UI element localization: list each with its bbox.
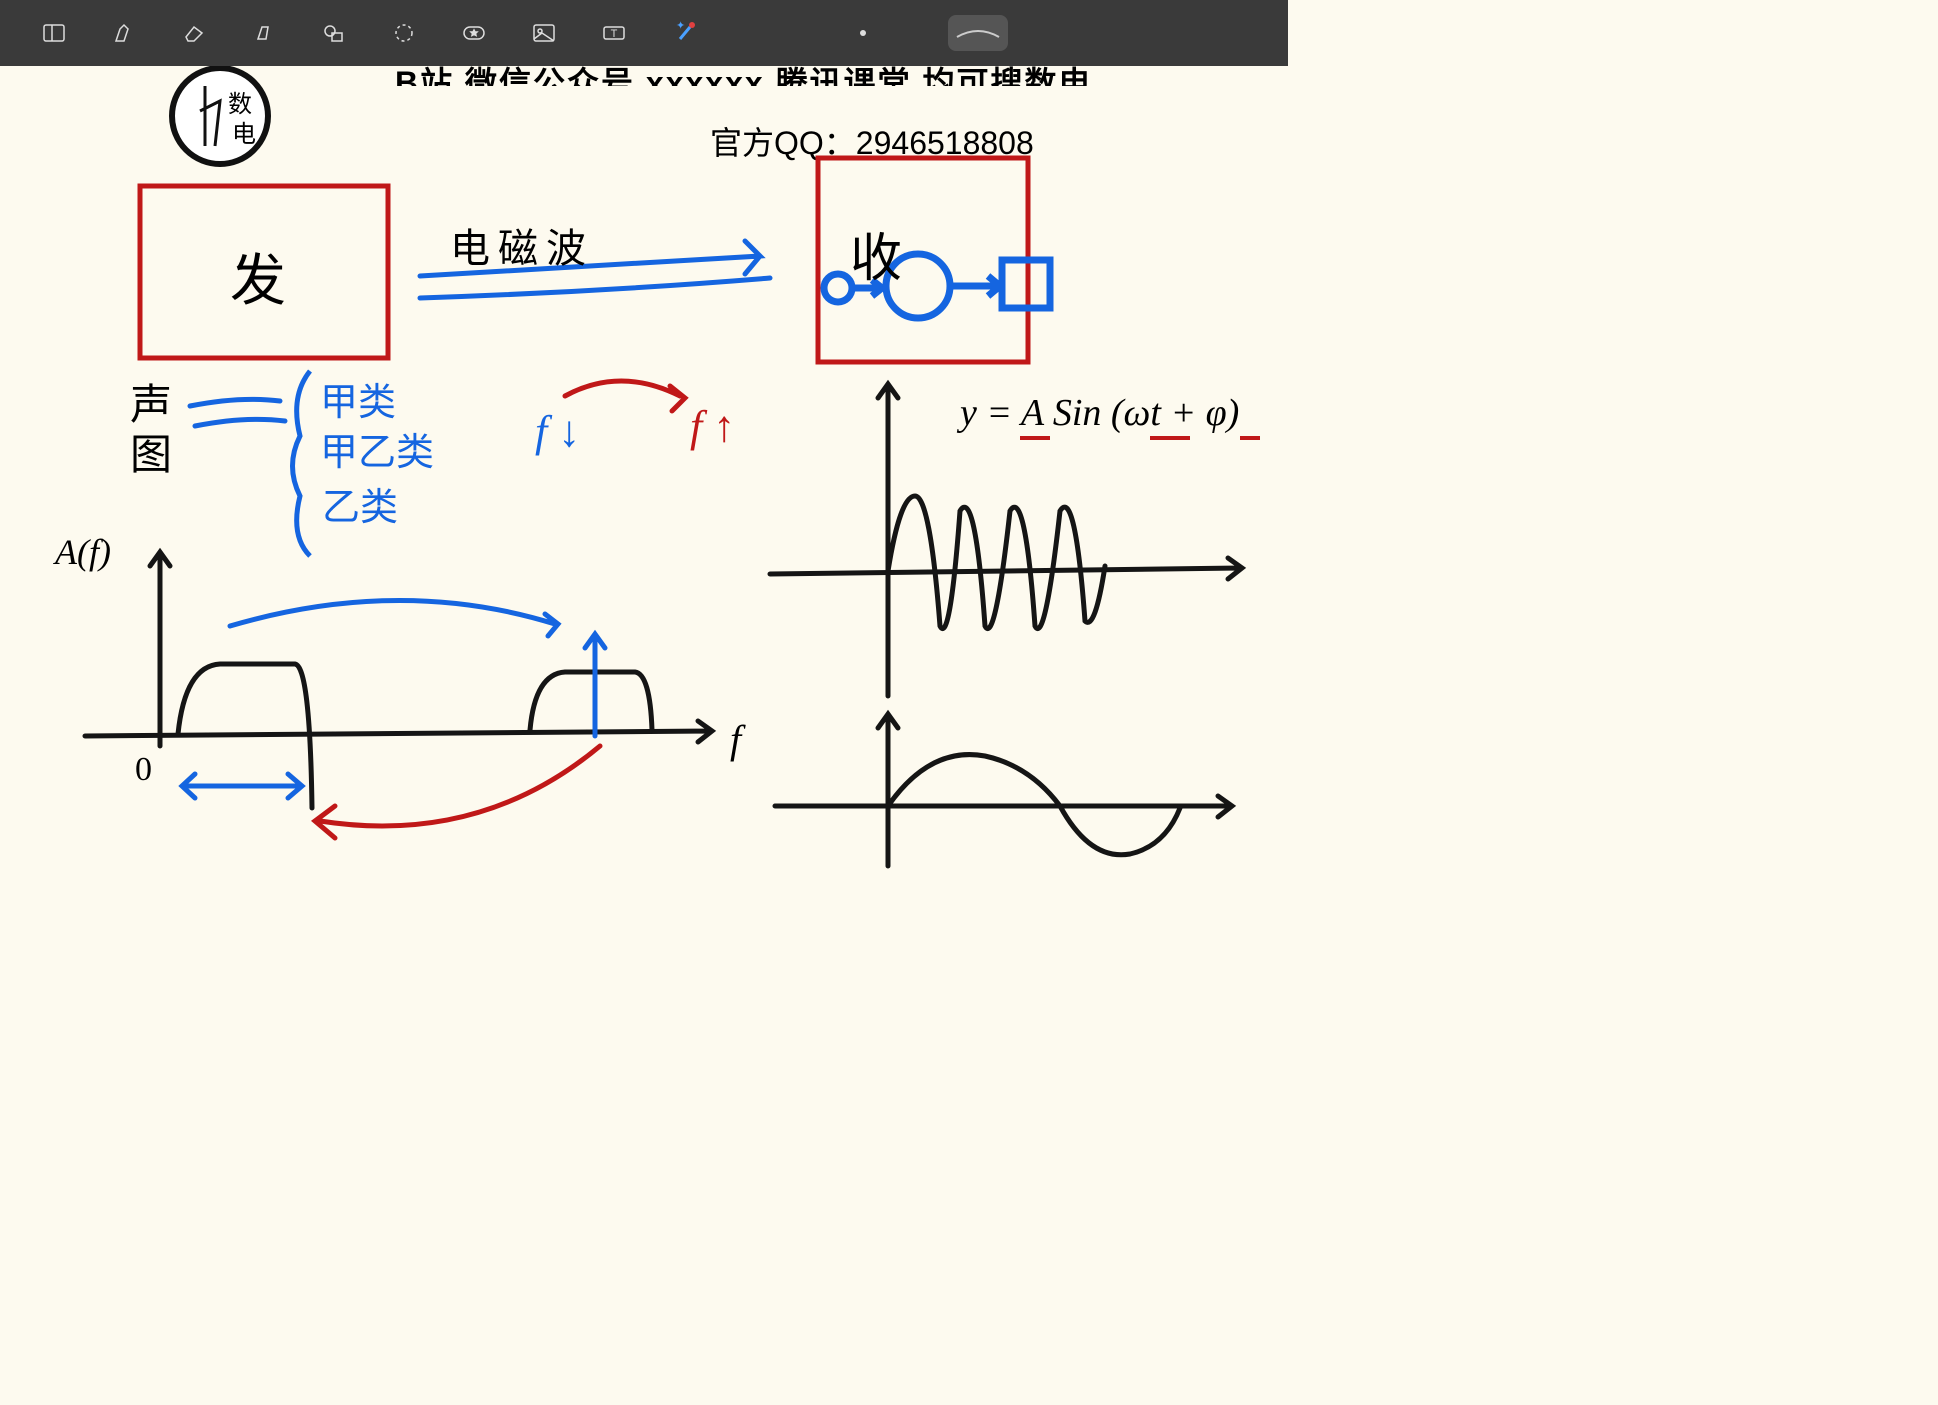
bracket-2: 甲乙类 (320, 421, 434, 476)
svg-text:T: T (611, 28, 618, 40)
single-wave (775, 714, 1232, 866)
text-box-icon[interactable]: T (600, 19, 628, 47)
shapes-icon[interactable] (320, 19, 348, 47)
bracket-3: 乙类 (322, 476, 398, 531)
pen-icon[interactable] (110, 19, 138, 47)
lasso-icon[interactable] (390, 19, 418, 47)
send-label: 发 (230, 236, 286, 317)
eraser-icon[interactable] (180, 19, 208, 47)
star-box-icon[interactable] (460, 19, 488, 47)
highlighter-icon[interactable] (250, 19, 278, 47)
toolbar: T ✦ (0, 0, 1288, 66)
image-icon[interactable] (530, 19, 558, 47)
red-freq-arrow (565, 381, 685, 411)
spectrum-red-arrow (315, 746, 600, 838)
drawing-layer (0, 66, 1288, 934)
axis-y-label: A(f) (55, 531, 111, 573)
axis-x-label: f (730, 716, 741, 763)
brush-preview[interactable] (948, 15, 1008, 51)
magic-wand-icon[interactable]: ✦ (670, 19, 698, 47)
sound-label-bottom: 图 (130, 421, 172, 482)
spectrum-blue (182, 600, 605, 798)
equation: y = A Sin (ωt + φ) (960, 391, 1239, 435)
color-dot[interactable] (860, 30, 866, 36)
panel-icon[interactable] (40, 19, 68, 47)
bracket-1: 甲类 (320, 371, 396, 426)
spectrum-graph (85, 552, 712, 808)
freq-down: f ↓ (535, 406, 580, 457)
recv-label: 收 (850, 216, 902, 291)
bracket (293, 371, 311, 556)
canvas: 数 电 B站 微信公众号 xxxxxx 腾讯课堂 均可搜数电 官方QQ：2946… (0, 66, 1288, 934)
svg-text:✦: ✦ (676, 20, 685, 32)
sound-arrow (190, 399, 285, 426)
em-wave-label: 电磁波 (450, 216, 594, 274)
axis-origin: 0 (135, 751, 152, 789)
freq-up: f ↑ (690, 401, 735, 452)
